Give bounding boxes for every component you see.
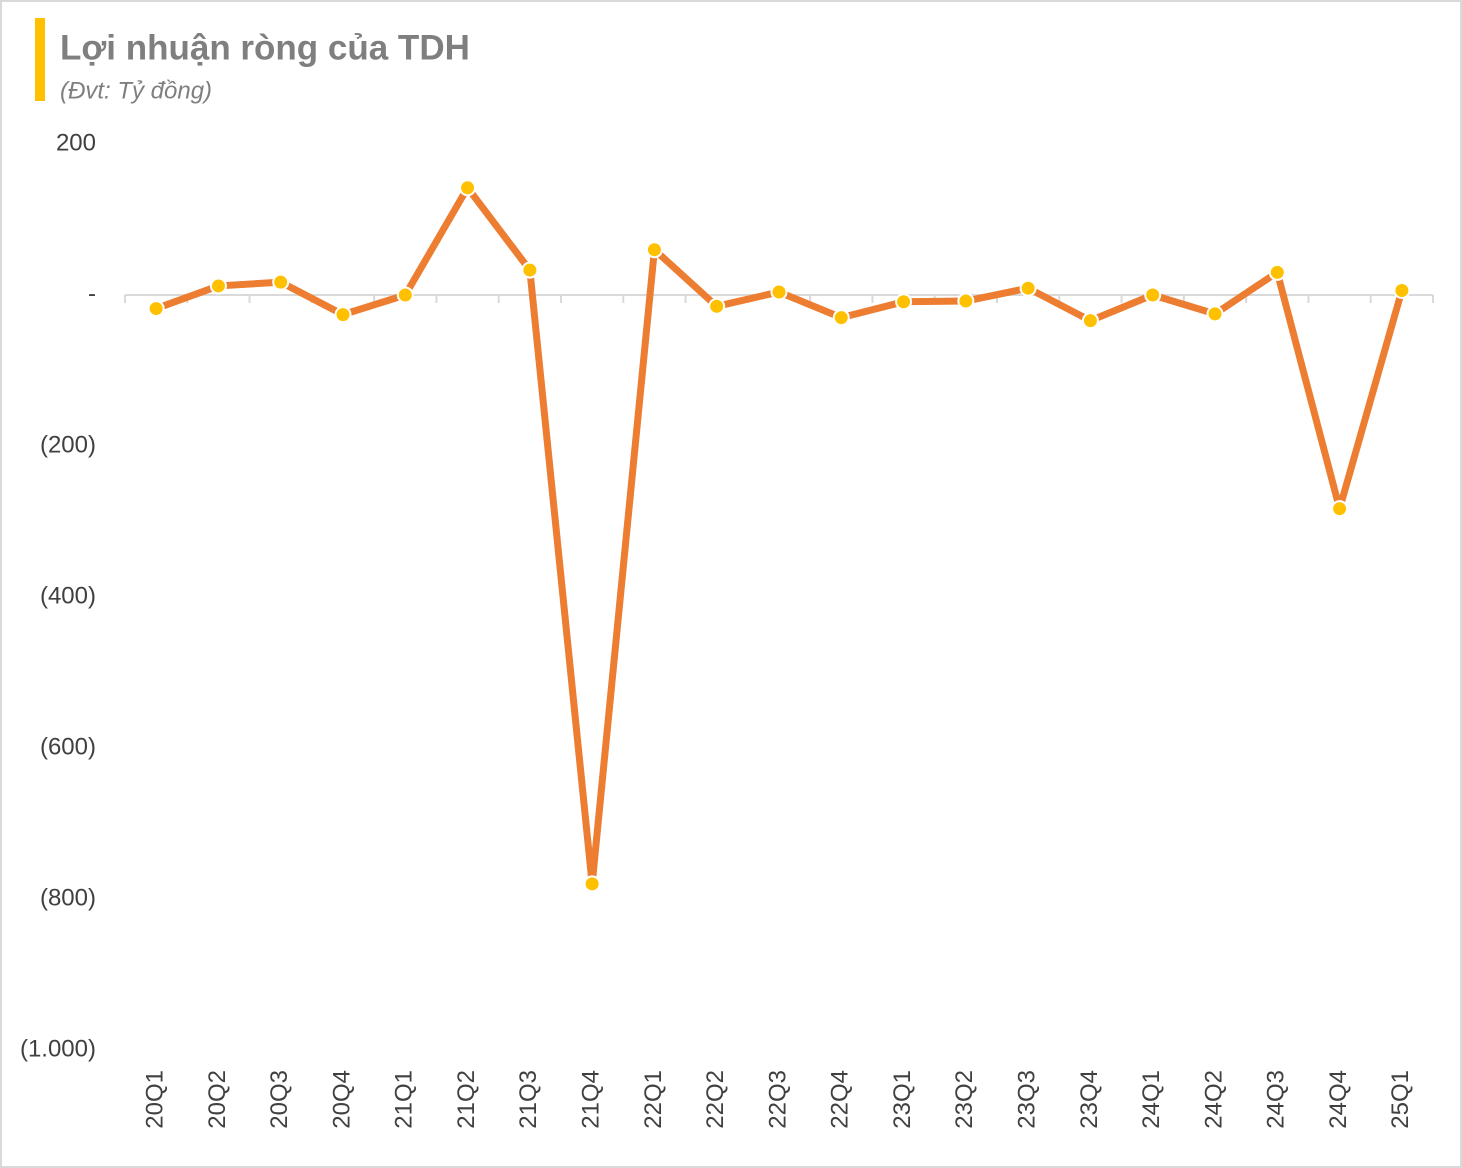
marker <box>147 300 165 318</box>
x-tick-label: 23Q1 <box>889 1070 916 1129</box>
chart-subtitle: (Đvt: Tỷ đồng) <box>60 77 212 104</box>
x-tick-label: 22Q2 <box>702 1070 729 1129</box>
y-tick-label: - <box>88 280 96 307</box>
marker <box>832 309 850 327</box>
marker <box>396 286 414 304</box>
x-tick-label: 22Q4 <box>827 1070 854 1129</box>
x-tick-label: 21Q3 <box>515 1070 542 1129</box>
y-tick-label: (800) <box>40 884 96 911</box>
marker <box>1393 281 1411 299</box>
x-tick-label: 24Q2 <box>1200 1070 1227 1129</box>
marker <box>334 306 352 324</box>
marker <box>521 261 539 279</box>
x-tick-label: 21Q2 <box>453 1070 480 1129</box>
marker <box>1019 279 1037 297</box>
marker <box>770 283 788 301</box>
x-tick-label: 20Q4 <box>328 1070 355 1129</box>
marker <box>272 273 290 291</box>
y-tick-label: (400) <box>40 582 96 609</box>
x-tick-label: 24Q1 <box>1138 1070 1165 1129</box>
marker <box>708 297 726 315</box>
x-tick-label: 24Q4 <box>1325 1070 1352 1129</box>
marker <box>209 277 227 295</box>
chart-title: Lợi nhuận ròng của TDH <box>60 28 470 67</box>
x-tick-label: 23Q3 <box>1013 1070 1040 1129</box>
y-tick-label: (1.000) <box>20 1035 96 1062</box>
y-tick-label: (600) <box>40 733 96 760</box>
y-tick-label: 200 <box>56 129 96 156</box>
x-tick-label: 23Q2 <box>951 1070 978 1129</box>
x-tick-label: 21Q1 <box>391 1070 418 1129</box>
marker <box>957 292 975 310</box>
marker <box>895 293 913 311</box>
x-tick-label: 22Q1 <box>640 1070 667 1129</box>
x-tick-label: 21Q4 <box>577 1070 604 1129</box>
marker <box>1206 305 1224 323</box>
y-tick-label: (200) <box>40 431 96 458</box>
x-tick-label: 20Q1 <box>141 1070 168 1129</box>
x-tick-label: 20Q3 <box>266 1070 293 1129</box>
x-tick-label: 25Q1 <box>1387 1070 1414 1129</box>
x-tick-label: 20Q2 <box>204 1070 231 1129</box>
marker <box>583 875 601 893</box>
marker <box>645 241 663 259</box>
title-accent <box>35 18 45 101</box>
marker <box>1268 263 1286 281</box>
x-tick-label: 22Q3 <box>764 1070 791 1129</box>
marker <box>1331 500 1349 518</box>
marker <box>459 179 477 197</box>
marker <box>1144 286 1162 304</box>
marker <box>1081 312 1099 330</box>
x-tick-label: 24Q3 <box>1263 1070 1290 1129</box>
x-tick-label: 23Q4 <box>1076 1070 1103 1129</box>
